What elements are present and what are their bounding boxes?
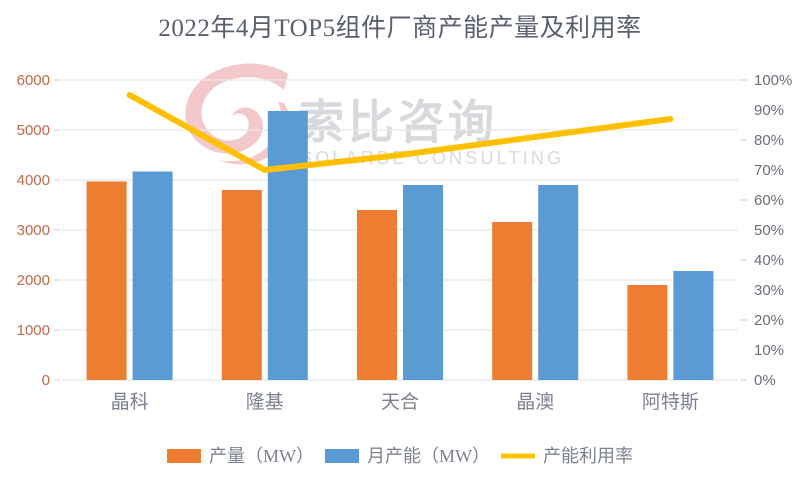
category-labels: 晶科 隆基 天合 晶澳 阿特斯 bbox=[111, 391, 699, 413]
bar-production bbox=[627, 285, 668, 380]
y-axis-right-tick: 100% bbox=[754, 72, 792, 89]
legend-swatch bbox=[167, 449, 201, 463]
bar-capacity bbox=[267, 111, 308, 380]
x-axis-category-label: 晶科 bbox=[111, 391, 149, 413]
legend-label: 产量（MW） bbox=[209, 446, 314, 466]
y-axis-left-tick: 5000 bbox=[17, 122, 50, 139]
x-axis-category-label: 晶澳 bbox=[516, 391, 554, 413]
bar-production bbox=[221, 190, 262, 380]
chart-title: 2022年4月TOP5组件厂商产能产量及利用率 bbox=[158, 15, 642, 42]
bar-production bbox=[357, 210, 397, 380]
y-axis-right-tick: 40% bbox=[754, 252, 784, 269]
y-axis-left-tick: 1000 bbox=[17, 322, 50, 339]
bar-capacity bbox=[673, 271, 714, 380]
gridlines bbox=[62, 79, 738, 381]
legend-label: 产能利用率 bbox=[543, 446, 633, 466]
bars-capacity bbox=[132, 111, 714, 380]
y-axis-right-tick: 30% bbox=[754, 282, 784, 299]
bar-production bbox=[492, 222, 533, 380]
line-utilization bbox=[126, 92, 674, 173]
y-axis-right-tick: 90% bbox=[754, 102, 784, 119]
y-axis-left-tick: 2000 bbox=[17, 272, 50, 289]
bars-production bbox=[86, 181, 668, 380]
right-axis-ticks: 0% 10% 20% 30% 40% 50% 60% 70% 80% 90% 100% bbox=[740, 72, 792, 389]
y-axis-right-tick: 70% bbox=[754, 162, 784, 179]
bar-production bbox=[86, 181, 127, 380]
y-axis-right-tick: 10% bbox=[754, 342, 784, 359]
y-axis-right-tick: 0% bbox=[754, 372, 776, 389]
y-axis-left-tick: 6000 bbox=[17, 72, 50, 89]
y-axis-right-tick: 50% bbox=[754, 222, 784, 239]
legend-swatch bbox=[325, 449, 359, 463]
bar-capacity bbox=[403, 185, 443, 380]
y-axis-right-tick: 20% bbox=[754, 312, 784, 329]
x-axis-category-label: 阿特斯 bbox=[642, 391, 699, 413]
chart-legend: 产量（MW） 月产能（MW） 产能利用率 bbox=[167, 446, 633, 466]
x-axis-category-label: 隆基 bbox=[246, 391, 284, 413]
left-axis-ticks: 0 1000 2000 3000 4000 5000 6000 bbox=[17, 72, 60, 389]
y-axis-left-tick: 4000 bbox=[17, 172, 50, 189]
y-axis-right-tick: 80% bbox=[754, 132, 784, 149]
utilization-line bbox=[126, 92, 674, 173]
y-axis-right-tick: 60% bbox=[754, 192, 784, 209]
bar-capacity bbox=[132, 171, 173, 380]
legend-label: 月产能（MW） bbox=[367, 446, 490, 466]
y-axis-left-tick: 0 bbox=[42, 372, 50, 389]
x-axis-category-label: 天合 bbox=[381, 391, 419, 413]
bar-capacity bbox=[538, 185, 579, 380]
y-axis-left-tick: 3000 bbox=[17, 222, 50, 239]
